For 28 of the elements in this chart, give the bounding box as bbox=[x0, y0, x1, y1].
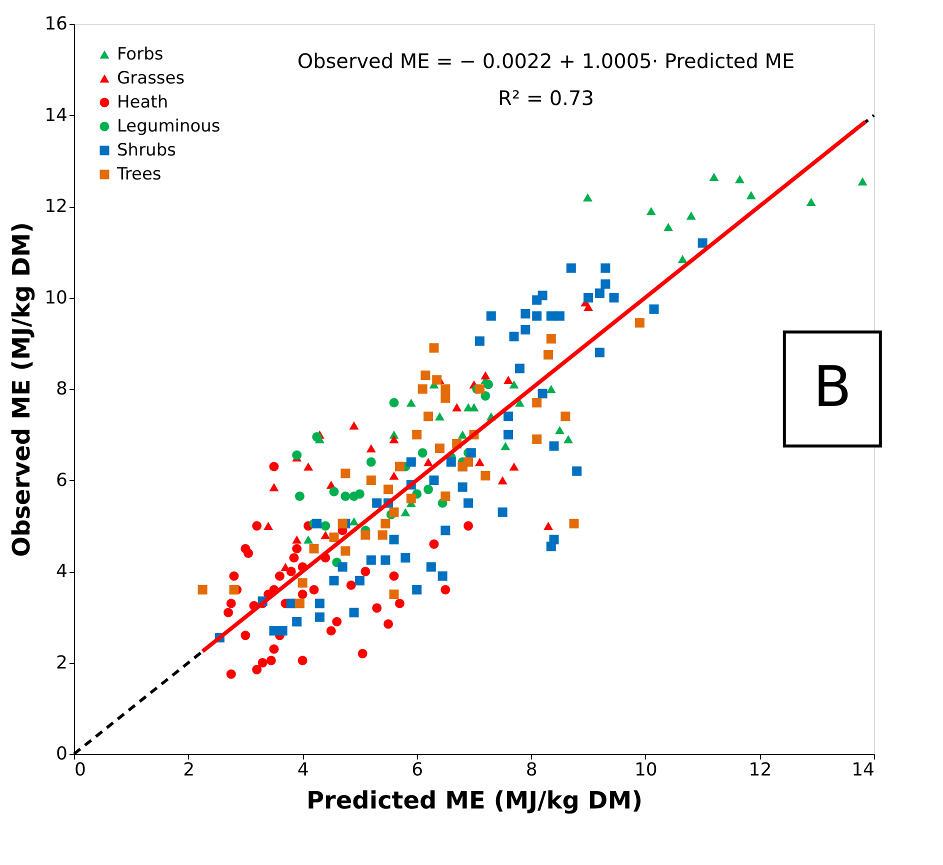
legend-label: Leguminous bbox=[117, 116, 220, 136]
y-tick-label: 6 bbox=[56, 470, 68, 491]
y-tick-label: 4 bbox=[56, 561, 68, 582]
legend-label: Shrubs bbox=[117, 140, 176, 160]
legend-label: Heath bbox=[117, 92, 168, 112]
legend-label: Grasses bbox=[117, 68, 185, 88]
annotation: B bbox=[813, 355, 852, 420]
y-axis-title: Observed ME (MJ/kg DM) bbox=[8, 222, 36, 557]
x-tick-label: 6 bbox=[412, 760, 424, 780]
x-tick-label: 2 bbox=[183, 760, 195, 780]
y-tick-label: 10 bbox=[44, 287, 68, 308]
annotation: R² = 0.73 bbox=[498, 86, 594, 110]
y-tick-label: 8 bbox=[56, 378, 68, 400]
x-tick-label: 10 bbox=[634, 760, 658, 780]
x-tick-label: 14 bbox=[852, 760, 874, 780]
x-tick-label: 12 bbox=[748, 760, 772, 780]
annotation: Observed ME = − 0.0022 + 1.0005· Predicted ME bbox=[297, 49, 795, 73]
x-axis-title: Predicted ME (MJ/kg DM) bbox=[306, 786, 643, 814]
y-tick-label: 14 bbox=[44, 104, 68, 126]
x-tick-label: 0 bbox=[74, 760, 86, 780]
y-tick-label: 0 bbox=[56, 744, 68, 764]
y-tick-label: 16 bbox=[44, 14, 68, 34]
x-tick-label: 4 bbox=[297, 760, 309, 780]
legend-label: Trees bbox=[116, 164, 162, 184]
legend-label: Forbs bbox=[117, 44, 164, 64]
x-tick-label: 8 bbox=[526, 760, 538, 780]
y-tick-label: 12 bbox=[44, 196, 68, 217]
y-tick-label: 2 bbox=[56, 652, 68, 674]
